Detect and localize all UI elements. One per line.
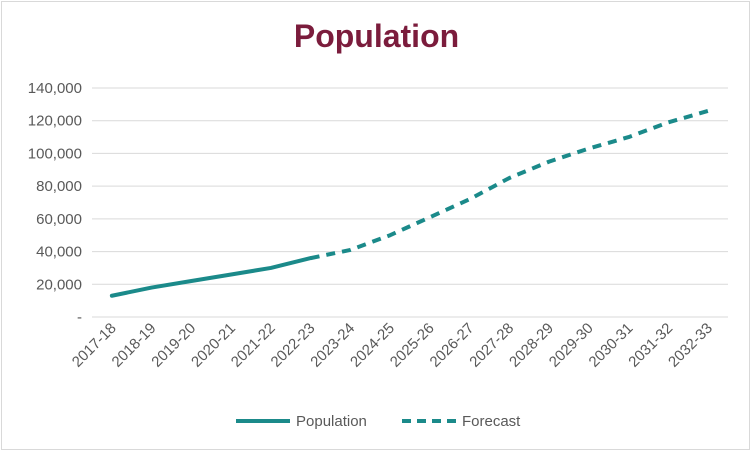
gridlines: [92, 87, 728, 318]
legend: Population Forecast: [236, 413, 521, 430]
x-axis-tick-labels: 2017-182018-192019-202020-212021-222022-…: [69, 320, 716, 371]
x-tick-label: 2032-33: [665, 320, 716, 371]
y-axis-tick-labels: - 20,000 40,000 60,000 80,000 100,000 120,000 1…: [28, 80, 82, 326]
chart-title: Population: [293, 18, 460, 54]
y-tick-label: 20,000: [36, 276, 82, 293]
series-line-population: [109, 256, 313, 298]
legend-label-population: Population: [296, 413, 367, 430]
y-tick-label: 140,000: [28, 80, 82, 97]
y-tick-label: 60,000: [36, 211, 82, 228]
legend-label-forecast: Forecast: [462, 413, 521, 430]
y-tick-label: -: [77, 309, 82, 326]
y-tick-label: 100,000: [28, 145, 82, 162]
series-lines: [109, 108, 709, 298]
y-tick-label: 120,000: [28, 113, 82, 130]
y-tick-label: 40,000: [36, 244, 82, 261]
y-tick-label: 80,000: [36, 178, 82, 195]
series-line-forecast: [310, 108, 709, 261]
